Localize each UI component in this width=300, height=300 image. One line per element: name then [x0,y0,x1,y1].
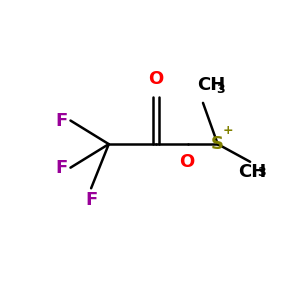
Text: F: F [85,191,97,209]
Text: F: F [55,112,68,130]
Text: 3: 3 [257,166,266,179]
Text: +: + [222,124,233,137]
Text: S: S [211,135,224,153]
Text: CH: CH [238,163,267,181]
Text: CH: CH [197,76,225,94]
Text: F: F [55,159,68,177]
Text: 3: 3 [216,82,225,95]
Text: O: O [148,70,164,88]
Text: O: O [179,153,194,171]
